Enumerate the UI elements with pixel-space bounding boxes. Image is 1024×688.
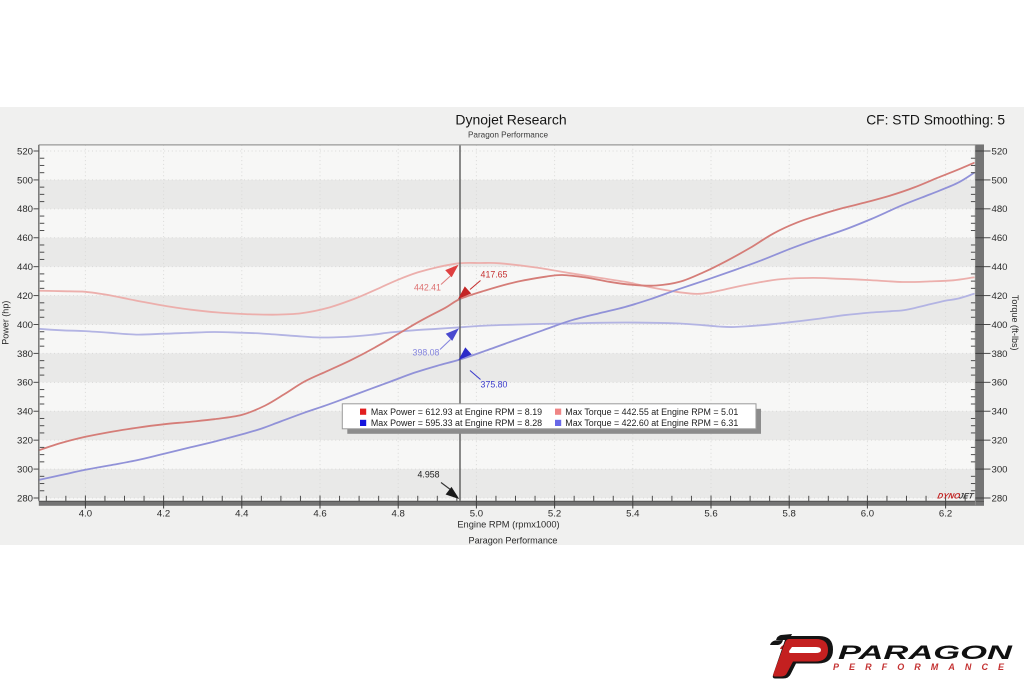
svg-text:4.8: 4.8 <box>392 509 405 520</box>
svg-text:520: 520 <box>17 146 33 157</box>
svg-text:440: 440 <box>17 262 33 273</box>
svg-text:5.6: 5.6 <box>704 509 717 520</box>
svg-text:6.2: 6.2 <box>939 509 952 520</box>
svg-text:Torque (ft-lbs): Torque (ft-lbs) <box>1010 295 1020 351</box>
svg-text:5.2: 5.2 <box>548 509 561 520</box>
svg-text:Paragon Performance: Paragon Performance <box>468 131 549 140</box>
svg-text:380: 380 <box>17 349 33 360</box>
svg-text:300: 300 <box>17 465 33 476</box>
svg-text:360: 360 <box>992 378 1008 389</box>
svg-text:Dynojet Research: Dynojet Research <box>455 112 566 128</box>
svg-text:4.0: 4.0 <box>79 509 92 520</box>
svg-text:JET: JET <box>958 492 975 501</box>
svg-text:Max Torque = 422.60 at Engine: Max Torque = 422.60 at Engine RPM = 6.31 <box>565 418 738 428</box>
svg-text:4.6: 4.6 <box>313 509 326 520</box>
svg-text:CF: STD Smoothing: 5: CF: STD Smoothing: 5 <box>866 113 1005 128</box>
svg-text:PARAGON: PARAGON <box>838 642 1014 664</box>
svg-text:6.0: 6.0 <box>861 509 874 520</box>
svg-text:420: 420 <box>992 291 1008 302</box>
svg-text:280: 280 <box>17 493 33 504</box>
svg-text:5.0: 5.0 <box>470 509 483 520</box>
svg-text:398.08: 398.08 <box>413 348 440 358</box>
svg-text:500: 500 <box>992 175 1008 186</box>
svg-text:Max Torque = 442.55 at Engine: Max Torque = 442.55 at Engine RPM = 5.01 <box>565 407 738 417</box>
svg-text:400: 400 <box>17 320 33 331</box>
svg-text:320: 320 <box>992 436 1008 447</box>
svg-text:340: 340 <box>992 407 1008 418</box>
svg-text:480: 480 <box>992 204 1008 215</box>
svg-text:300: 300 <box>992 465 1008 476</box>
svg-text:375.80: 375.80 <box>481 380 508 390</box>
svg-text:4.2: 4.2 <box>157 509 170 520</box>
svg-text:420: 420 <box>17 291 33 302</box>
svg-text:280: 280 <box>992 493 1008 504</box>
svg-text:480: 480 <box>17 204 33 215</box>
svg-text:Power (hp): Power (hp) <box>1 301 11 345</box>
svg-text:500: 500 <box>17 175 33 186</box>
svg-text:360: 360 <box>17 378 33 389</box>
svg-text:442.41: 442.41 <box>414 283 441 293</box>
svg-text:400: 400 <box>992 320 1008 331</box>
svg-text:5.4: 5.4 <box>626 509 640 520</box>
svg-text:4.4: 4.4 <box>235 509 249 520</box>
svg-text:4.958: 4.958 <box>417 470 439 480</box>
svg-text:Paragon Performance: Paragon Performance <box>469 536 558 546</box>
svg-text:Max Power = 595.33 at Engine R: Max Power = 595.33 at Engine RPM = 8.28 <box>371 418 542 428</box>
svg-text:380: 380 <box>992 349 1008 360</box>
svg-text:Max Power = 612.93 at Engine R: Max Power = 612.93 at Engine RPM = 8.19 <box>371 407 542 417</box>
svg-text:440: 440 <box>992 262 1008 273</box>
svg-text:460: 460 <box>17 233 33 244</box>
svg-text:320: 320 <box>17 436 33 447</box>
svg-text:460: 460 <box>992 233 1008 244</box>
svg-text:340: 340 <box>17 407 33 418</box>
svg-text:417.65: 417.65 <box>481 270 508 280</box>
svg-text:PERFORMANCE: PERFORMANCE <box>833 662 1005 672</box>
svg-text:520: 520 <box>992 146 1008 157</box>
svg-text:5.8: 5.8 <box>783 509 796 520</box>
svg-text:Engine RPM (rpmx1000): Engine RPM (rpmx1000) <box>457 520 559 530</box>
svg-text:DYNO: DYNO <box>937 492 961 501</box>
